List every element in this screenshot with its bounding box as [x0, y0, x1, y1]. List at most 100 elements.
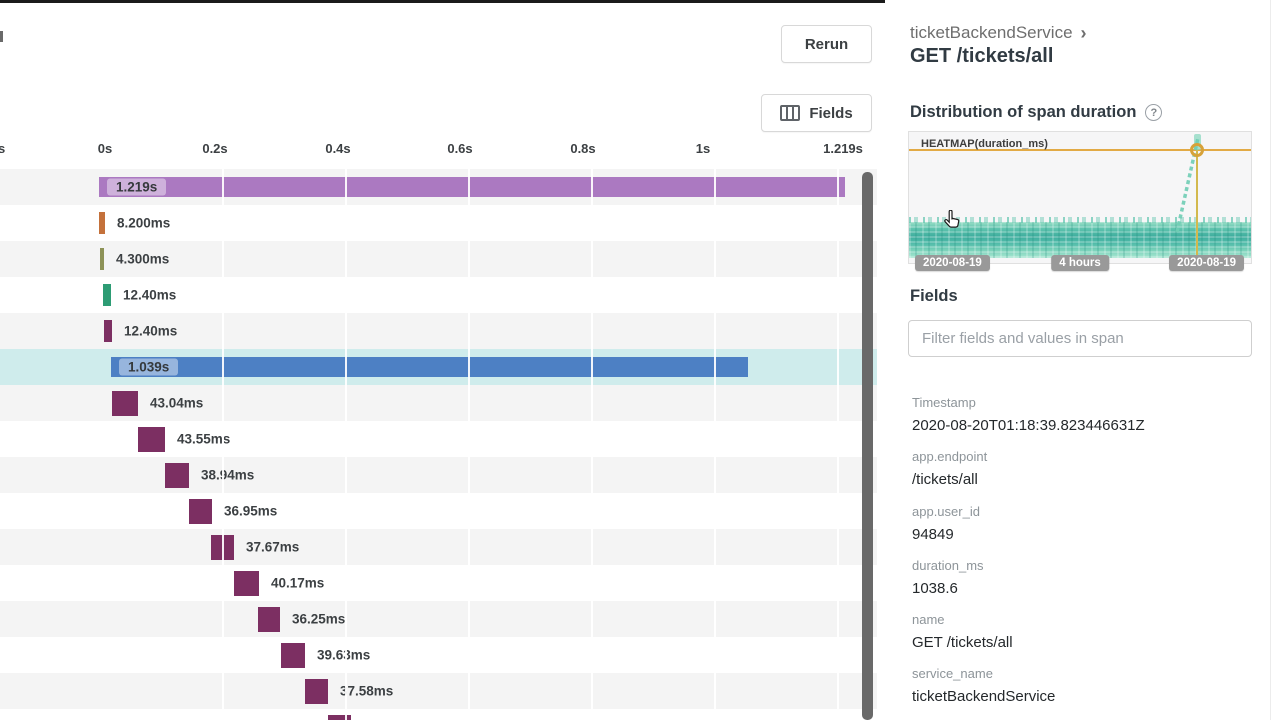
distribution-section-heading: Distribution of span duration ? [910, 103, 1163, 122]
axis-tick-0.8s: 0.8s [570, 141, 596, 156]
span-row[interactable]: 40.17ms [0, 565, 877, 601]
clipped-axis-label: s [0, 141, 6, 156]
axis-tick-1s: 1s [695, 141, 711, 156]
fields-filter-input[interactable] [908, 320, 1252, 357]
span-duration-label: 40.17ms [271, 575, 325, 591]
breadcrumb: ticketBackendService › [910, 23, 1087, 43]
span-row[interactable]: 36.25ms [0, 601, 877, 637]
span-row[interactable]: 43.04ms [0, 385, 877, 421]
heatmap-marker-circle [1190, 143, 1204, 157]
window-top-edge [0, 0, 1280, 3]
field-value: /tickets/all [912, 471, 978, 489]
field-label: Timestamp [912, 395, 976, 410]
trace-waterfall: 1.219s 8.200ms 4.300ms 12.40ms 12.40ms 1.039s… [0, 169, 877, 720]
rerun-button[interactable]: Rerun [781, 25, 872, 63]
span-duration-label: 12.40ms [123, 287, 177, 303]
fields-heading-label: Fields [910, 287, 958, 305]
span-row[interactable]: 12.40ms [0, 277, 877, 313]
span-row[interactable]: 37.67ms [0, 529, 877, 565]
field-item-app.endpoint: app.endpoint/tickets/all [912, 449, 1262, 490]
span-bar[interactable] [111, 357, 748, 377]
span-row[interactable]: 37.58ms [0, 673, 877, 709]
span-row[interactable]: 43.55ms [0, 421, 877, 457]
clipped-left-fragment [0, 31, 3, 42]
span-row[interactable]: 4.300ms [0, 241, 877, 277]
heatmap-x-label: 4 hours [1051, 255, 1109, 271]
heatmap-legend: HEATMAP(duration_ms) [921, 138, 1048, 150]
field-item-duration_ms: duration_ms 1038.6 [912, 558, 1262, 599]
distribution-heading-label: Distribution of span duration [910, 103, 1137, 121]
time-gridline [345, 169, 347, 720]
span-row[interactable]: 12.40ms [0, 313, 877, 349]
span-duration-label: 43.04ms [150, 395, 204, 411]
axis-tick-0.2s: 0.2s [202, 141, 228, 156]
axis-tick-0.4s: 0.4s [325, 141, 351, 156]
field-label: name [912, 612, 945, 627]
field-item-app.user_id: app.user_id 94849 [912, 504, 1262, 545]
span-bar[interactable] [100, 248, 104, 270]
chevron-right-icon: › [1080, 23, 1087, 43]
span-bar[interactable] [138, 426, 165, 452]
span-row-selected[interactable]: 1.039s [0, 349, 877, 385]
field-value: 94849 [912, 525, 954, 543]
span-bar[interactable] [305, 678, 328, 704]
span-bar[interactable] [103, 284, 111, 306]
span-bar[interactable] [104, 320, 112, 342]
field-value: 1038.6 [912, 579, 958, 597]
mouse-cursor-icon [944, 210, 960, 228]
span-row[interactable]: 8.200ms [0, 205, 877, 241]
heatmap-x-label: 2020-08-19 [1169, 255, 1244, 271]
span-row[interactable]: 39.63ms [0, 637, 877, 673]
span-row[interactable]: 38.94ms [0, 457, 877, 493]
fields-button[interactable]: Fields [761, 94, 872, 132]
span-duration-label: 1.039s [119, 358, 179, 376]
span-duration-label: 39.63ms [317, 647, 371, 663]
span-duration-label: 37.67ms [246, 539, 300, 555]
time-gridline [222, 169, 224, 720]
field-item-Timestamp: Timestamp 2020-08-20T01:18:39.823446631Z [912, 395, 1262, 436]
field-label: duration_ms [912, 557, 984, 573]
span-duration-label: 43.55ms [177, 431, 231, 447]
field-item-name: name GET /tickets/all [912, 612, 1262, 653]
span-field-list: Timestamp 2020-08-20T01:18:39.823446631Z a… [912, 395, 1262, 720]
field-value: 2020-08-20T01:18:39.823446631Z [912, 417, 1145, 434]
rerun-button-label: Rerun [804, 35, 849, 53]
time-gridline [468, 169, 470, 720]
field-label: app.endpoint [912, 449, 988, 465]
time-gridline [837, 169, 839, 720]
span-row[interactable]: 36.95ms [0, 493, 877, 529]
heatmap-x-label: 2020-08-19 [915, 255, 990, 271]
span-bar[interactable] [112, 390, 138, 416]
span-bar[interactable] [99, 177, 845, 197]
span-duration-label: 4.300ms [116, 251, 170, 267]
field-label: service_name [912, 666, 993, 682]
trace-time-axis: 0s 0.2s 0.4s 0.6s 0.8s 1s 1.219s [0, 141, 877, 161]
field-value: ticketBackendService [912, 688, 1056, 706]
span-row[interactable] [0, 709, 877, 720]
axis-tick-0s: 0s [97, 141, 113, 156]
span-bar[interactable] [165, 462, 189, 488]
heatmap-marker-vline [1196, 150, 1198, 258]
columns-icon [780, 105, 801, 121]
span-bar[interactable] [328, 714, 351, 720]
fields-section-heading: Fields [910, 287, 958, 306]
axis-tick-1.219s: 1.219s [823, 141, 863, 156]
span-bar[interactable] [234, 570, 259, 596]
span-details-panel: ticketBackendService › GET /tickets/all … [885, 0, 1280, 720]
span-duration-label: 12.40ms [124, 323, 178, 339]
span-bar[interactable] [258, 606, 280, 632]
span-row[interactable]: 1.219s [0, 169, 877, 205]
panel-right-edge [1270, 0, 1271, 720]
waterfall-scrollbar-thumb[interactable] [862, 172, 873, 720]
span-bar[interactable] [99, 212, 105, 234]
span-bar[interactable] [281, 642, 305, 668]
help-icon[interactable]: ? [1145, 104, 1163, 121]
breadcrumb-service-link[interactable]: ticketBackendService [910, 23, 1073, 42]
span-duration-label: 36.25ms [292, 611, 346, 627]
duration-heatmap-chart[interactable]: HEATMAP(duration_ms) 2020-08-19 4 hours 20… [908, 131, 1252, 271]
span-bar[interactable] [189, 498, 212, 524]
span-duration-label: 1.219s [107, 178, 167, 196]
span-duration-label: 36.95ms [224, 503, 278, 519]
fields-button-label: Fields [809, 104, 853, 122]
